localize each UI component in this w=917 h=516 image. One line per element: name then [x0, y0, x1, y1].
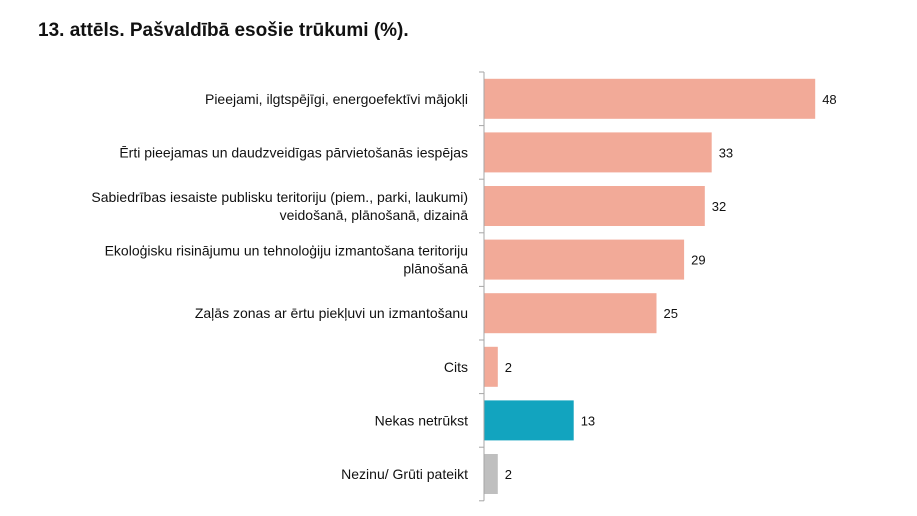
category-label-1: Pieejami, ilgtspējīgi, energoefektīvi mā… — [205, 91, 468, 107]
category-label-5: Zaļās zonas ar ērtu piekļuvi un izmantoš… — [195, 305, 468, 321]
value-label-2: 33 — [719, 145, 733, 160]
value-labels: 48 33 32 29 25 2 13 2 — [505, 92, 837, 482]
value-label-7: 13 — [581, 413, 595, 428]
bar-2 — [484, 132, 712, 173]
category-label-8: Nezinu/ Grūti pateikt — [341, 466, 468, 482]
value-label-4: 29 — [691, 253, 705, 268]
value-label-8: 2 — [505, 467, 512, 482]
category-label-2: Ērti pieejamas un daudzveidīgas pārvieto… — [119, 144, 468, 160]
bar-7 — [484, 400, 574, 441]
value-label-6: 2 — [505, 360, 512, 375]
bar-6 — [484, 346, 498, 387]
value-label-1: 48 — [822, 92, 836, 107]
value-label-5: 25 — [664, 306, 678, 321]
bars-group — [484, 78, 816, 494]
bar-8 — [484, 454, 498, 494]
value-label-3: 32 — [712, 199, 726, 214]
category-label-6: Cits — [444, 359, 468, 375]
bar-5 — [484, 293, 657, 334]
category-labels: Pieejami, ilgtspējīgi, energoefektīvi mā… — [91, 91, 468, 482]
y-axis — [479, 71, 485, 502]
bar-4 — [484, 239, 685, 280]
chart-title: 13. attēls. Pašvaldībā esošie trūkumi (%… — [38, 20, 409, 41]
bar-3 — [484, 186, 705, 226]
bar-1 — [484, 78, 816, 119]
category-label-3: Sabiedrības iesaiste publisku teritoriju… — [91, 189, 468, 223]
category-label-7: Nekas netrūkst — [375, 412, 468, 428]
category-label-4: Ekoloģisku risinājumu un tehnoloģiju izm… — [105, 243, 469, 277]
